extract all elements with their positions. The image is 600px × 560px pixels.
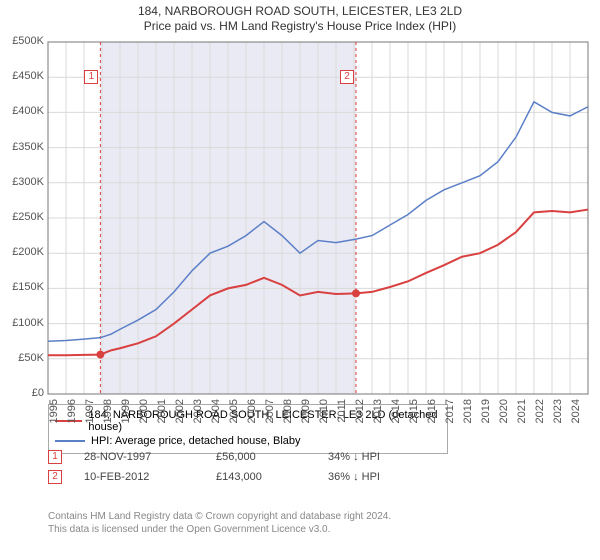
y-tick-label: £200K xyxy=(4,246,44,258)
x-tick-label: 2011 xyxy=(336,399,348,439)
event-table: 1 28-NOV-1997 £56,000 34% ↓ HPI 2 10-FEB-2012… xyxy=(48,450,380,490)
x-tick-label: 2014 xyxy=(390,399,402,439)
x-tick-label: 1996 xyxy=(66,399,78,439)
x-tick-label: 2010 xyxy=(318,399,330,439)
event-date: 28-NOV-1997 xyxy=(84,451,194,463)
event-row: 2 10-FEB-2012 £143,000 36% ↓ HPI xyxy=(48,470,380,484)
chart-title: 184, NARBOROUGH ROAD SOUTH, LEICESTER, L… xyxy=(0,4,600,18)
y-tick-label: £450K xyxy=(4,70,44,82)
x-tick-label: 2017 xyxy=(444,399,456,439)
y-tick-label: £500K xyxy=(4,35,44,47)
x-tick-label: 2012 xyxy=(354,399,366,439)
x-tick-label: 2016 xyxy=(426,399,438,439)
x-tick-label: 2023 xyxy=(552,399,564,439)
x-tick-label: 2004 xyxy=(210,399,222,439)
x-tick-label: 2019 xyxy=(480,399,492,439)
x-tick-label: 2024 xyxy=(570,399,582,439)
event-delta: 36% ↓ HPI xyxy=(328,471,380,483)
y-tick-label: £50K xyxy=(4,352,44,364)
legend-swatch xyxy=(55,440,85,442)
x-tick-label: 2003 xyxy=(192,399,204,439)
x-tick-label: 1997 xyxy=(84,399,96,439)
y-tick-label: £300K xyxy=(4,176,44,188)
x-tick-label: 1995 xyxy=(48,399,60,439)
x-tick-label: 2006 xyxy=(246,399,258,439)
x-tick-label: 2000 xyxy=(138,399,150,439)
x-tick-label: 2002 xyxy=(174,399,186,439)
y-tick-label: £350K xyxy=(4,141,44,153)
x-tick-label: 2009 xyxy=(300,399,312,439)
event-marker-1: 1 xyxy=(84,70,98,84)
event-marker-icon: 1 xyxy=(48,450,62,464)
x-tick-label: 2015 xyxy=(408,399,420,439)
x-tick-label: 1999 xyxy=(120,399,132,439)
y-tick-label: £250K xyxy=(4,211,44,223)
chart-subtitle: Price paid vs. HM Land Registry's House … xyxy=(0,19,600,33)
event-date: 10-FEB-2012 xyxy=(84,471,194,483)
event-price: £56,000 xyxy=(216,451,306,463)
chart-svg xyxy=(48,42,588,394)
event-marker-icon: 2 xyxy=(48,470,62,484)
y-tick-label: £150K xyxy=(4,281,44,293)
x-tick-label: 2022 xyxy=(534,399,546,439)
event-delta: 34% ↓ HPI xyxy=(328,451,380,463)
x-tick-label: 2018 xyxy=(462,399,474,439)
y-tick-label: £400K xyxy=(4,105,44,117)
x-tick-label: 2008 xyxy=(282,399,294,439)
y-tick-label: £100K xyxy=(4,317,44,329)
event-marker-2: 2 xyxy=(340,70,354,84)
x-tick-label: 2001 xyxy=(156,399,168,439)
chart xyxy=(48,42,588,394)
event-price: £143,000 xyxy=(216,471,306,483)
event-row: 1 28-NOV-1997 £56,000 34% ↓ HPI xyxy=(48,450,380,464)
x-tick-label: 1998 xyxy=(102,399,114,439)
x-tick-label: 2021 xyxy=(516,399,528,439)
footer: Contains HM Land Registry data © Crown c… xyxy=(48,510,391,536)
x-tick-label: 2020 xyxy=(498,399,510,439)
footer-line-2: This data is licensed under the Open Gov… xyxy=(48,523,391,536)
x-tick-label: 2013 xyxy=(372,399,384,439)
x-tick-label: 2007 xyxy=(264,399,276,439)
footer-line-1: Contains HM Land Registry data © Crown c… xyxy=(48,510,391,523)
x-tick-label: 2005 xyxy=(228,399,240,439)
y-tick-label: £0 xyxy=(4,387,44,399)
